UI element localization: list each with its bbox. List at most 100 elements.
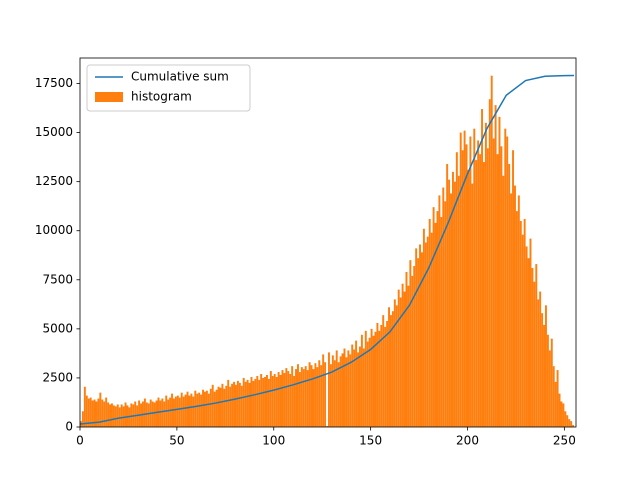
histogram-bar	[242, 377, 245, 427]
histogram-bar	[192, 396, 195, 427]
histogram-bar	[333, 360, 336, 427]
histogram-bar	[337, 362, 340, 427]
histogram-bar	[161, 398, 164, 427]
histogram-bar	[370, 328, 373, 427]
histogram-bar	[469, 136, 472, 428]
histogram-bar	[368, 337, 371, 427]
histogram-bar	[531, 268, 534, 427]
histogram-bar	[233, 381, 235, 427]
histogram-bar	[432, 207, 435, 427]
histogram-bar	[188, 395, 191, 427]
histogram-bar	[136, 405, 139, 427]
histogram-bar	[281, 370, 284, 427]
histogram-bar	[238, 382, 241, 427]
histogram-bar	[184, 394, 187, 427]
histogram-bar	[510, 193, 513, 427]
histogram-bar	[316, 367, 319, 427]
histogram-bar	[105, 397, 108, 427]
histogram-bar	[407, 285, 410, 427]
histogram-bar	[475, 160, 478, 427]
histogram-bar	[202, 389, 204, 427]
histogram-bar	[397, 289, 400, 427]
histogram-bar	[360, 334, 363, 427]
histogram-bar	[428, 218, 431, 427]
histogram-bar	[223, 388, 226, 427]
histogram-bar	[539, 291, 542, 427]
histogram-bar	[145, 402, 148, 427]
histogram-bar	[153, 402, 156, 427]
histogram-bar	[341, 353, 344, 427]
histogram-bar	[283, 373, 286, 427]
histogram-bar	[473, 128, 476, 427]
histogram-bar	[467, 169, 470, 427]
histogram-bar	[351, 344, 354, 427]
histogram-bar	[512, 150, 514, 427]
histogram-bar	[419, 244, 421, 427]
histogram-bar	[564, 411, 567, 427]
y-tick-label: 0	[65, 420, 73, 434]
histogram-bar	[378, 330, 381, 427]
histogram-bar	[355, 340, 358, 427]
histogram-bar	[287, 371, 290, 427]
histogram-bar	[535, 264, 538, 427]
histogram-bar	[382, 315, 385, 427]
histogram-bar	[554, 381, 557, 427]
histogram-bar	[426, 236, 429, 427]
histogram-bar	[250, 376, 253, 427]
histogram-bar	[529, 238, 532, 427]
y-tick-label: 5000	[42, 321, 73, 335]
y-tick-label: 12500	[35, 174, 73, 188]
histogram-bar	[550, 338, 553, 427]
histogram-bar	[552, 366, 555, 427]
histogram-bar	[300, 367, 303, 427]
histogram-bar	[326, 426, 328, 427]
histogram-bar	[376, 322, 379, 427]
histogram-bar	[347, 350, 350, 427]
histogram-bar	[405, 271, 408, 427]
histogram-bar	[331, 355, 334, 427]
histogram-bar	[285, 368, 288, 427]
histogram-bar	[357, 352, 359, 427]
histogram-bar	[211, 384, 214, 427]
histogram-bar	[562, 403, 565, 427]
histogram-bar	[273, 374, 276, 427]
histogram-bar	[155, 400, 158, 427]
histogram-bar	[453, 181, 456, 427]
histogram-bar	[134, 401, 137, 427]
histogram-bar	[163, 401, 166, 427]
histogram-bar	[266, 374, 268, 427]
histogram-bar	[548, 350, 551, 427]
histogram-bar	[83, 386, 86, 427]
histogram-bar	[384, 326, 387, 427]
histogram-bar	[541, 313, 544, 427]
histogram-bar	[498, 116, 501, 427]
histogram-bar	[417, 258, 420, 427]
histogram-bar	[310, 365, 313, 427]
histogram-bar	[209, 388, 212, 427]
histogram-bar	[543, 324, 545, 427]
histogram-bar	[182, 396, 185, 427]
histogram-bar	[496, 154, 499, 427]
histogram-bar	[537, 299, 540, 427]
histogram-bar	[320, 365, 323, 427]
histogram-bar	[324, 362, 327, 427]
histogram-bar	[457, 175, 460, 427]
histogram-bar	[386, 321, 389, 427]
histogram-bar	[364, 330, 367, 427]
histogram-bar	[167, 399, 170, 427]
histogram-bar	[430, 232, 433, 427]
histogram-bar	[527, 258, 530, 427]
histogram-bar	[302, 369, 305, 427]
histogram-bar	[306, 370, 309, 427]
histogram-bar	[279, 374, 282, 427]
x-tick-label: 250	[553, 434, 576, 448]
histogram-bar	[196, 393, 199, 427]
histogram-bar	[490, 75, 493, 428]
histogram-bar	[169, 397, 172, 427]
histogram-bar	[246, 379, 249, 427]
histogram-bar	[99, 392, 102, 427]
histogram-bar	[415, 248, 418, 427]
histogram-bar	[219, 387, 222, 427]
histogram-bar	[390, 315, 392, 427]
